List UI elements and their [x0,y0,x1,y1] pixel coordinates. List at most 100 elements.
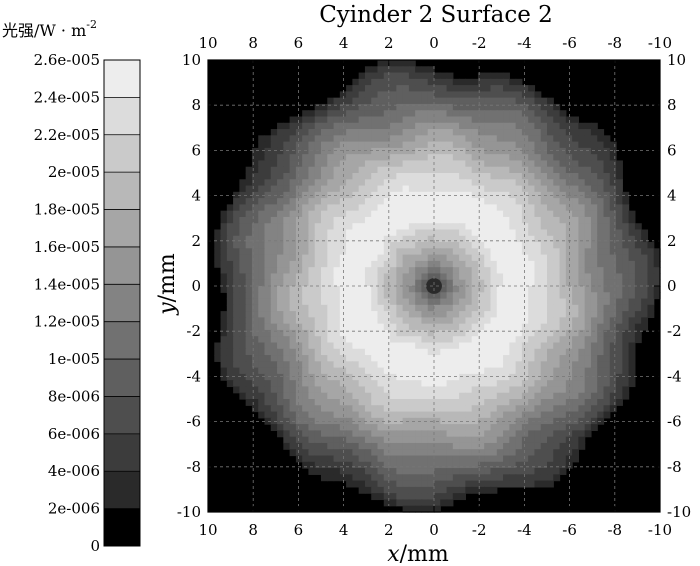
heatmap-cell [496,248,504,256]
heatmap-cell [346,110,353,118]
heatmap-cell [477,298,485,306]
heatmap-cell [396,386,404,394]
heatmap-cell [346,355,353,362]
heatmap-cell [396,185,404,193]
heatmap-cell [346,399,353,406]
heatmap-cell [327,292,335,300]
heatmap [208,60,661,513]
heatmap-cell [459,91,466,99]
x-tick-label-top: 2 [384,34,394,52]
heatmap-cell [358,386,366,394]
heatmap-cell [553,317,561,325]
heatmap-cell [465,78,473,86]
heatmap-cell [534,242,542,249]
heatmap-cell [327,342,335,350]
heatmap-cell [295,442,303,450]
heatmap-cell [496,355,504,362]
heatmap-cell [452,430,460,438]
heatmap-cell [534,373,542,381]
heatmap-cell [434,329,441,337]
heatmap-cell [383,474,391,482]
heatmap-cell [597,279,605,287]
heatmap-cell [396,468,404,475]
heatmap-cell [277,260,284,268]
heatmap-cell [245,273,253,281]
heatmap-cell [628,210,636,218]
heatmap-cell [327,248,335,256]
heatmap-cell [515,173,523,180]
heatmap-cell [471,392,479,400]
heatmap-cell [446,229,454,237]
heatmap-cell [308,399,316,406]
heatmap-cell [327,329,335,337]
heatmap-cell [503,292,510,300]
heatmap-cell [421,110,429,118]
heatmap-cell [226,373,234,381]
heatmap-cell [427,361,435,369]
heatmap-cell [565,342,573,350]
heatmap-cell [333,367,341,375]
heatmap-cell [452,78,460,86]
heatmap-cell [371,147,379,155]
heatmap-cell [408,216,416,224]
heatmap-cell [321,392,328,400]
heatmap-cell [477,110,485,118]
heatmap-cell [390,392,397,400]
heatmap-cell [396,235,404,243]
heatmap-cell [641,235,649,243]
heatmap-cell [245,355,253,362]
heatmap-cell [390,361,397,369]
heatmap-cell [251,286,259,293]
heatmap-cell [377,342,385,350]
heatmap-cell [358,292,366,300]
heatmap-cell [590,380,598,388]
heatmap-cell [434,380,441,388]
heatmap-cell [540,97,548,105]
heatmap-cell [477,392,485,400]
heatmap-cell [402,204,410,212]
heatmap-cell [496,329,504,337]
heatmap-cell [572,116,579,124]
heatmap-cell [226,273,234,281]
heatmap-cell [597,141,605,149]
heatmap-cell [283,216,291,224]
heatmap-cell [490,160,498,168]
heatmap-cell [421,204,429,212]
heatmap-cell [333,160,341,168]
heatmap-cell [528,154,536,162]
heatmap-cell [452,279,460,287]
heatmap-cell [528,430,536,438]
heatmap-cell [308,110,316,118]
heatmap-cell [515,122,523,130]
heatmap-cell [415,85,423,92]
heatmap-cell [327,355,335,362]
heatmap-cell [358,342,366,350]
heatmap-cell [421,91,429,99]
heatmap-cell [471,154,479,162]
heatmap-cell [628,286,636,293]
y-axis-label-variable: y [155,302,180,316]
heatmap-cell [383,336,391,344]
heatmap-cell [503,242,510,249]
heatmap-cell [440,442,448,450]
heatmap-cell [484,173,492,180]
heatmap-cell [452,361,460,369]
heatmap-cell [346,323,353,331]
heatmap-cell [314,430,322,438]
heatmap-cell [634,279,642,287]
heatmap-cell [465,436,473,444]
heatmap-cell [578,329,586,337]
heatmap-cell [616,198,623,205]
heatmap-cell [289,129,297,136]
heatmap-cell [270,304,278,312]
heatmap-cell [590,204,598,212]
heatmap-cell [364,455,372,463]
heatmap-cell [421,449,429,457]
heatmap-cell [245,254,253,262]
heatmap-cell [358,267,366,275]
heatmap-cell [452,91,460,99]
heatmap-cell [383,166,391,174]
heatmap-cell [377,480,385,488]
heatmap-cell [264,173,272,180]
heatmap-cell [509,436,517,444]
